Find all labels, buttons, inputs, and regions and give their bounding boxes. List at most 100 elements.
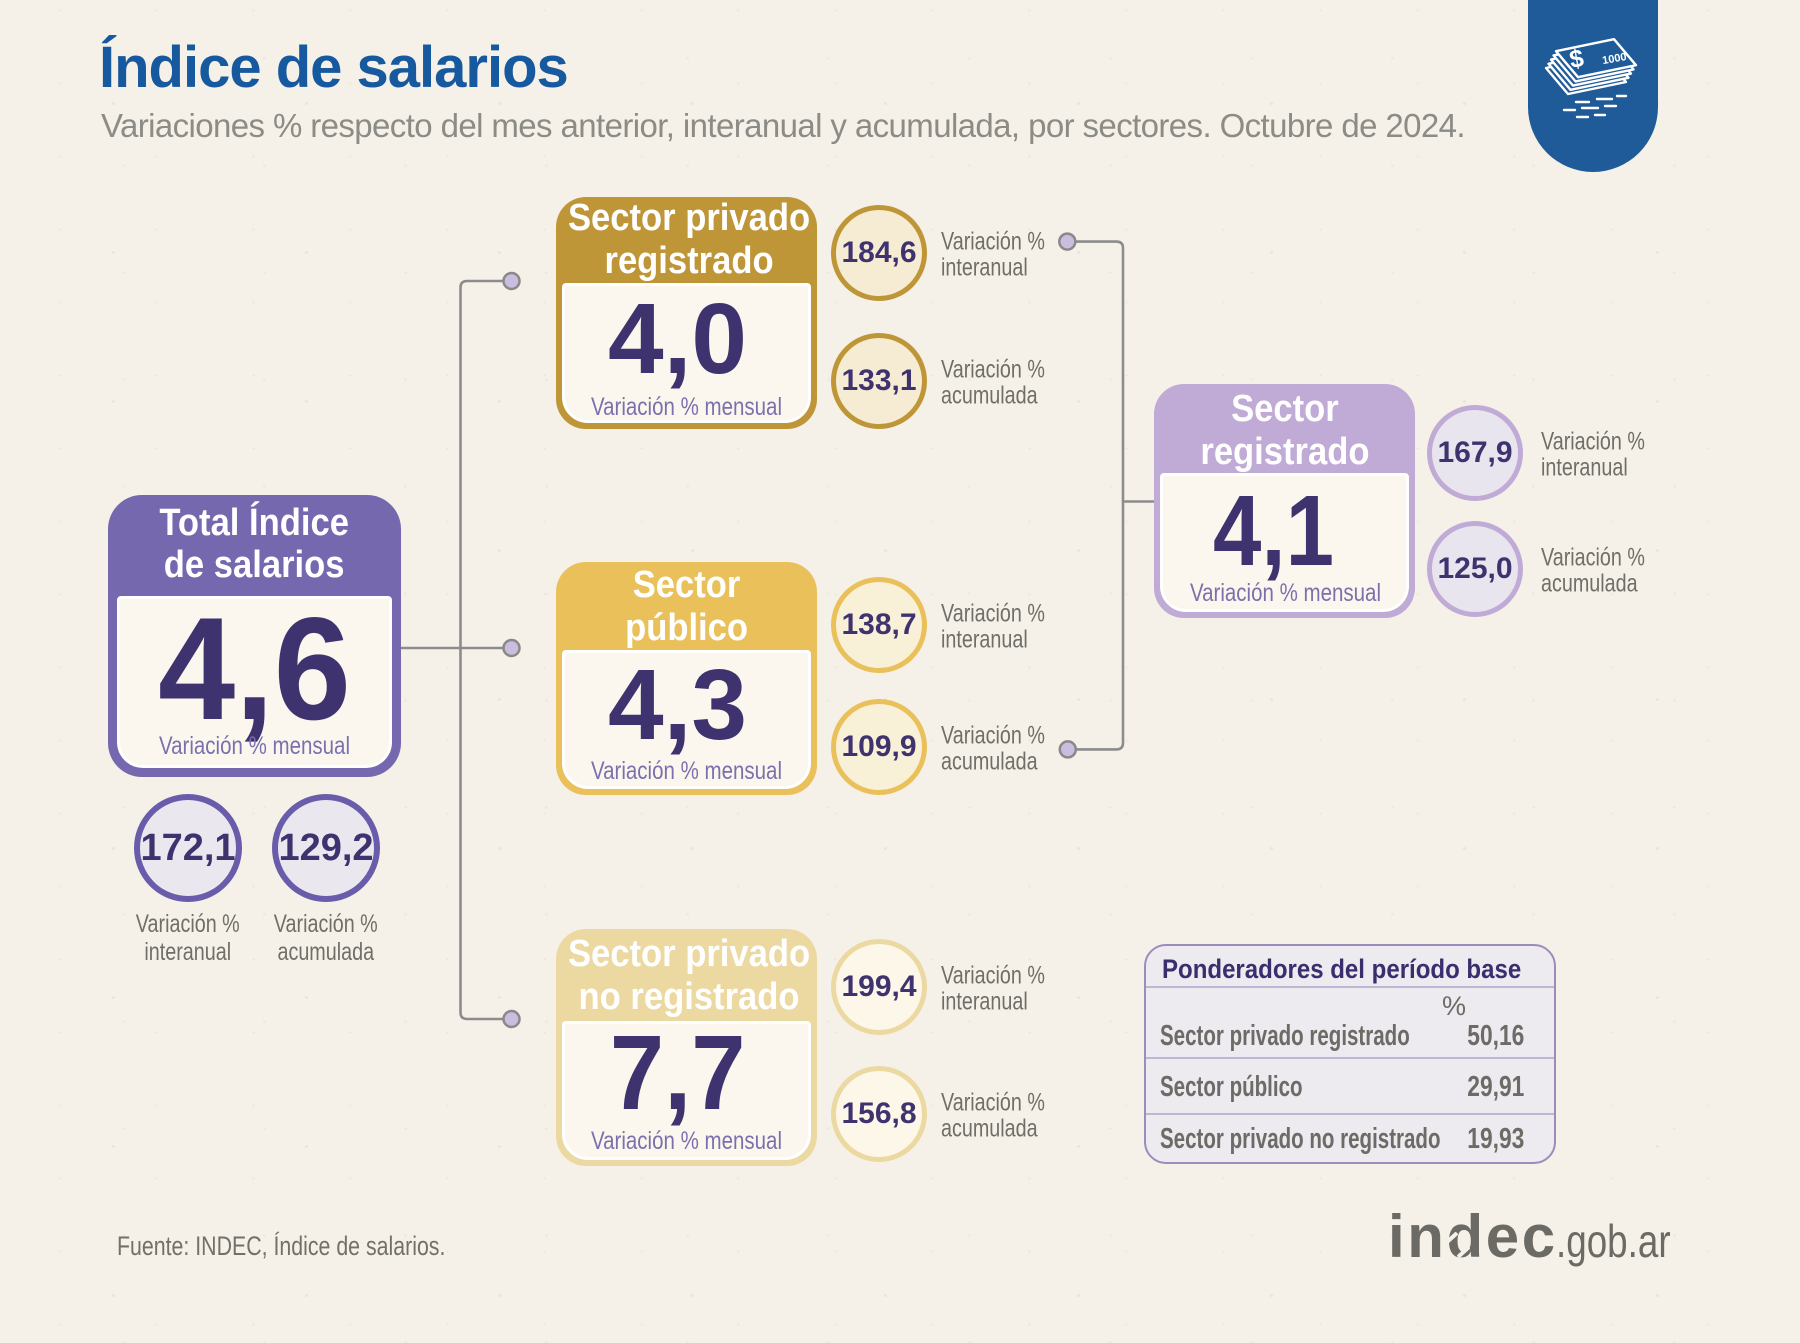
label-line-1: Variación % xyxy=(136,910,240,938)
label-line-2: interanual xyxy=(941,625,1028,653)
weights-row-value: 29,91 xyxy=(1453,1073,1524,1102)
svg-text:$: $ xyxy=(1567,44,1586,74)
total-interannual-label: Variación % interanual xyxy=(98,910,278,966)
node-dot xyxy=(1058,232,1077,251)
public-interannual-value: 138,7 xyxy=(841,608,917,641)
weights-row-value: 19,93 xyxy=(1453,1125,1524,1154)
private-unregistered-accumulated-value: 156,8 xyxy=(841,1097,917,1130)
card-private-registered-body xyxy=(562,283,811,423)
weights-table-separator xyxy=(1146,1057,1554,1059)
value-text: 4,0 xyxy=(607,283,747,395)
card-private-registered-title-line2: registrado xyxy=(604,240,774,282)
card-private-registered-title-line1: Sector privado xyxy=(567,197,811,239)
public-monthly-value: 4,3 xyxy=(553,655,802,755)
label-line-2: acumulada xyxy=(941,1114,1038,1142)
registered-accumulated-circle: 125,0 xyxy=(1427,521,1523,617)
label-line-1: Variación % xyxy=(941,355,1045,384)
registered-accumulated-label: Variación % acumulada xyxy=(1541,545,1673,597)
weights-row-label: Sector público xyxy=(1160,1073,1358,1102)
card-title-text: Total Índice de salarios xyxy=(160,502,350,586)
value-text: 7,7 xyxy=(609,1014,746,1132)
private-registered-monthly-value: 4,0 xyxy=(553,289,802,389)
total-interannual-circle: 172,1 xyxy=(134,794,242,902)
card-title-text: Variación % acumulada xyxy=(941,355,1045,409)
corner-badge: $ 1000 xyxy=(1528,0,1658,172)
label-line-2: interanual xyxy=(941,987,1028,1015)
card-title-text: Variación % interanual xyxy=(1541,427,1645,481)
private-registered-interannual-circle: 184,6 xyxy=(831,205,927,301)
weights-table-title: Ponderadores del período base xyxy=(1162,956,1566,983)
public-interannual-label: Variación % interanual xyxy=(941,599,1073,653)
svg-text:1000: 1000 xyxy=(1601,51,1627,67)
node-dot xyxy=(1058,740,1078,759)
card-title-text: Variación % interanual xyxy=(941,227,1045,281)
private-unregistered-interannual-circle: 199,4 xyxy=(831,939,927,1035)
total-monthly-value: 4,6 xyxy=(117,596,392,742)
label-text: Variación % mensual xyxy=(158,732,351,760)
total-monthly-label: Variación % mensual xyxy=(117,734,392,759)
row-label-text: Sector público xyxy=(1160,1071,1303,1103)
page-subtitle: Variaciones % respecto del mes anterior,… xyxy=(101,107,1466,144)
source-text: Fuente: INDEC, Índice de salarios. xyxy=(117,1231,446,1261)
card-registered-title-line1: Sector xyxy=(1230,388,1339,430)
public-accumulated-circle: 109,9 xyxy=(831,699,927,795)
label-line-2: interanual xyxy=(941,253,1028,281)
row-value-text: 50,16 xyxy=(1466,1020,1524,1052)
registered-monthly-value: 4,1 xyxy=(1148,481,1399,581)
card-title-text: Sector privado no registrado xyxy=(568,933,810,1019)
right-tree-line xyxy=(1067,240,1155,751)
title-text: Ponderadores del período base xyxy=(1162,954,1522,984)
private-registered-interannual-value: 184,6 xyxy=(841,236,917,269)
private-unregistered-monthly-label: Variación % mensual xyxy=(562,1129,811,1154)
private-registered-monthly-label: Variación % mensual xyxy=(562,395,811,420)
card-private-registered: Sector privado registrado xyxy=(556,197,817,429)
label-line-1: Variación % xyxy=(941,599,1045,628)
private-registered-accumulated-circle: 133,1 xyxy=(831,333,927,429)
card-private-unregistered-body xyxy=(562,1021,811,1160)
card-total-title-line1: Total Índice xyxy=(159,502,350,544)
indec-logo: indec.gob.ar xyxy=(1388,1207,1699,1267)
card-public-title-line1: Sector xyxy=(632,564,741,606)
card-public: Sector público xyxy=(556,562,817,795)
card-public-header: Sector público xyxy=(556,562,817,650)
total-accumulated-label: Variación % acumulada xyxy=(236,910,416,966)
registered-interannual-label: Variación % interanual xyxy=(1541,427,1673,481)
public-accumulated-label: Variación % acumulada xyxy=(941,723,1073,775)
card-private-unregistered: Sector privado no registrado xyxy=(556,929,817,1166)
label-line-2: acumulada xyxy=(277,937,375,966)
weights-table-separator xyxy=(1146,1113,1554,1115)
card-title-text: Sector registrado xyxy=(1200,388,1369,474)
label-line-2: acumulada xyxy=(1541,569,1638,597)
card-registered-title-line2: registrado xyxy=(1199,431,1370,473)
label-text: Variación % mensual xyxy=(590,393,783,421)
label-line-1: Variación % xyxy=(941,227,1045,256)
label-line-2: interanual xyxy=(1541,453,1628,481)
source-note: Fuente: INDEC, Índice de salarios. xyxy=(117,1233,533,1260)
card-title-text: Variación % acumulada xyxy=(274,910,378,966)
weights-row-value: 50,16 xyxy=(1453,1022,1524,1051)
value-text: 4,1 xyxy=(1213,475,1334,587)
card-title-text: Variación % acumulada xyxy=(1541,545,1645,597)
card-registered-body xyxy=(1160,473,1409,612)
label-line-2: acumulada xyxy=(941,381,1038,409)
value-text: 4,6 xyxy=(158,587,351,750)
row-value-text: 29,91 xyxy=(1466,1071,1524,1103)
node-dot xyxy=(502,638,521,658)
card-total: Total Índice de salarios xyxy=(108,495,401,777)
label-text: Variación % mensual xyxy=(590,1127,783,1155)
money-stack-icon: $ 1000 xyxy=(1544,37,1638,119)
label-line-1: Variación % xyxy=(1541,427,1645,456)
private-unregistered-accumulated-circle: 156,8 xyxy=(831,1066,927,1162)
card-title-text: Variación % interanual xyxy=(941,599,1045,653)
card-total-header: Total Índice de salarios xyxy=(108,495,401,586)
card-public-body xyxy=(562,650,811,789)
public-accumulated-value: 109,9 xyxy=(841,730,917,763)
label-line-1: Variación % xyxy=(941,961,1045,990)
public-monthly-label: Variación % mensual xyxy=(562,759,811,784)
private-registered-accumulated-label: Variación % acumulada xyxy=(941,355,1073,409)
card-total-body xyxy=(117,596,392,768)
value-text: 4,3 xyxy=(607,649,747,761)
total-accumulated-value: 129,2 xyxy=(278,827,374,869)
